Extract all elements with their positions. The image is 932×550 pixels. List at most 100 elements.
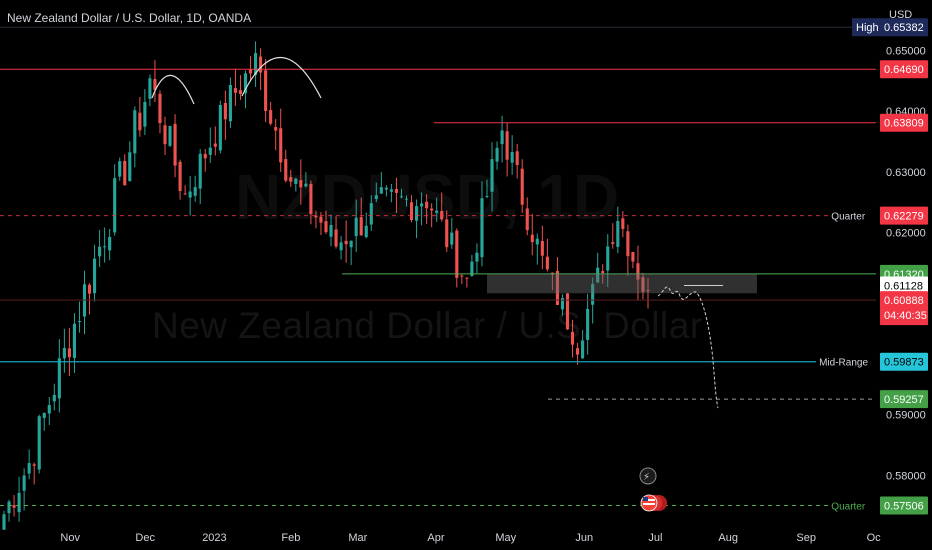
candle-down	[570, 331, 575, 345]
y-tick-label: 0.63000	[886, 167, 926, 179]
candle-down	[611, 242, 615, 244]
x-tick-label: Mar	[348, 532, 367, 544]
candle-down	[626, 231, 630, 257]
candle-up	[591, 284, 595, 305]
current-price-badge[interactable]	[880, 276, 928, 295]
candle-down	[138, 112, 142, 131]
target-badge[interactable]	[880, 390, 928, 409]
x-tick-label: Jul	[648, 532, 662, 544]
high-price-badge[interactable]	[880, 18, 928, 37]
x-tick-label: May	[495, 532, 516, 544]
candle-down	[12, 505, 16, 508]
candle-down	[334, 229, 338, 247]
candle-up	[374, 195, 378, 200]
candle-up	[495, 147, 499, 162]
candle-down	[445, 219, 449, 248]
candle-down	[324, 221, 328, 233]
mid-range-badge[interactable]	[880, 352, 928, 371]
candle-down	[460, 275, 464, 277]
x-tick-label: Aug	[718, 532, 738, 544]
level-badge-red-1[interactable]	[880, 60, 928, 79]
quarter-upper-badge[interactable]	[880, 206, 928, 225]
last-price-text: 0.60888	[884, 295, 924, 307]
candle-down	[87, 284, 92, 294]
candle-down	[67, 348, 71, 358]
y-tick-label: 0.59000	[886, 410, 926, 422]
level-badge-red-2[interactable]	[880, 113, 928, 132]
chart-title: New Zealand Dollar / U.S. Dollar, 1D, OA…	[7, 11, 252, 25]
lightning-icon[interactable]	[639, 467, 657, 485]
candle-up	[485, 195, 489, 197]
quarter-upper-badge-label: Quarter	[831, 212, 866, 223]
projection-path[interactable]	[657, 286, 719, 409]
candle-up	[27, 463, 31, 474]
candle-down	[314, 215, 318, 218]
candle-up	[490, 159, 494, 192]
candle-up	[133, 110, 137, 154]
candle-down	[213, 143, 217, 147]
candle-down	[576, 348, 580, 355]
candle-down	[430, 208, 434, 211]
candle-down	[153, 79, 157, 90]
candle-down	[238, 90, 243, 95]
quarter-lower-badge-label-bg	[828, 496, 877, 515]
candle-up	[379, 187, 383, 194]
candle-down	[555, 270, 559, 305]
candle-down	[259, 56, 263, 73]
candle-down	[274, 126, 278, 131]
candle-up	[93, 258, 97, 294]
quarter-lower-badge-label: Quarter	[831, 501, 866, 512]
flag-stripe	[643, 503, 655, 505]
candle-up	[329, 224, 333, 237]
double-top-arc-right[interactable]	[241, 57, 322, 99]
y-tick-label: 0.58000	[886, 470, 926, 482]
candle-down	[178, 161, 182, 192]
last-price-badge[interactable]	[880, 291, 928, 326]
candle-up	[57, 358, 61, 399]
candle-down	[309, 183, 313, 214]
candle-up	[480, 198, 484, 258]
candle-down	[319, 216, 323, 223]
candle-up	[420, 203, 424, 207]
support-zone[interactable]	[487, 273, 757, 294]
x-tick-label: Nov	[60, 532, 80, 544]
candle-up	[22, 475, 26, 491]
candle-up	[118, 161, 122, 177]
candle-up	[535, 238, 539, 245]
quarter-lower-badge-text: 0.57506	[884, 500, 924, 512]
candle-up	[435, 210, 439, 213]
candle-down	[409, 202, 414, 221]
candle-up	[143, 101, 147, 127]
candle-down	[641, 277, 645, 292]
currency-label[interactable]: USD	[889, 9, 913, 21]
candle-up	[218, 105, 222, 151]
candle-down	[264, 70, 268, 111]
flag-canton	[643, 497, 648, 501]
high-label-badge[interactable]	[852, 18, 880, 37]
candle-up	[389, 189, 393, 192]
candle-down	[223, 102, 227, 120]
candle-down	[540, 241, 544, 256]
candle-down	[505, 131, 509, 160]
x-tick-label: 2023	[202, 532, 226, 544]
candle-down	[233, 88, 237, 93]
candle-up	[475, 252, 479, 262]
candle-up	[37, 416, 41, 470]
double-top-arc-left[interactable]	[151, 74, 195, 105]
high-label: High	[856, 22, 879, 34]
candle-up	[72, 323, 76, 358]
candle-down	[425, 201, 429, 209]
candle-up	[47, 405, 51, 414]
candle-up	[470, 261, 474, 276]
candle-up	[168, 126, 172, 146]
candle-up	[128, 152, 132, 182]
quarter-lower-badge[interactable]	[880, 496, 928, 515]
candle-up	[148, 78, 152, 99]
candle-up	[294, 178, 298, 184]
candle-up	[510, 152, 514, 163]
candle-up	[62, 347, 66, 359]
candle-up	[404, 198, 409, 200]
mid-range-badge-label-bg	[816, 352, 877, 371]
